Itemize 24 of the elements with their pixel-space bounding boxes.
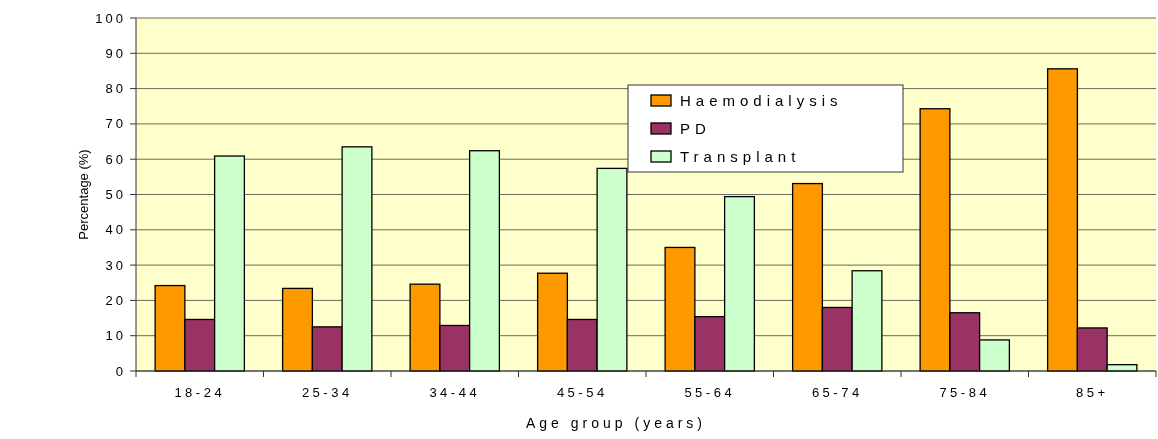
legend-label: Haemodialysis <box>680 92 843 110</box>
x-tick-label: 18-24 <box>174 385 226 400</box>
y-tick-label: 100 <box>95 10 126 26</box>
legend-label: PD <box>680 120 711 138</box>
x-axis-title: Age group (years) <box>525 415 707 431</box>
y-tick-label: 50 <box>105 187 126 203</box>
y-tick-label: 80 <box>105 81 126 97</box>
y-tick-label: 30 <box>105 257 126 273</box>
x-tick-label: 55-64 <box>684 385 736 400</box>
y-tick-label: 0 <box>115 363 126 379</box>
x-tick-label: 75-84 <box>939 385 991 400</box>
x-tick-label: 45-54 <box>556 385 608 400</box>
x-tick-label: 25-34 <box>301 385 353 400</box>
legend-label: Transplant <box>680 148 801 166</box>
y-axis-title: Percentage (%) <box>76 149 91 240</box>
y-tick-label: 20 <box>105 292 126 308</box>
y-tick-label: 60 <box>105 151 126 167</box>
x-tick-label: 85+ <box>1075 385 1109 400</box>
x-tick-label: 65-74 <box>811 385 863 400</box>
x-tick-label: 34-44 <box>429 385 481 400</box>
y-tick-label: 10 <box>105 328 126 344</box>
y-tick-label: 90 <box>105 45 126 61</box>
y-tick-label: 40 <box>105 222 126 238</box>
y-tick-label: 70 <box>105 116 126 132</box>
